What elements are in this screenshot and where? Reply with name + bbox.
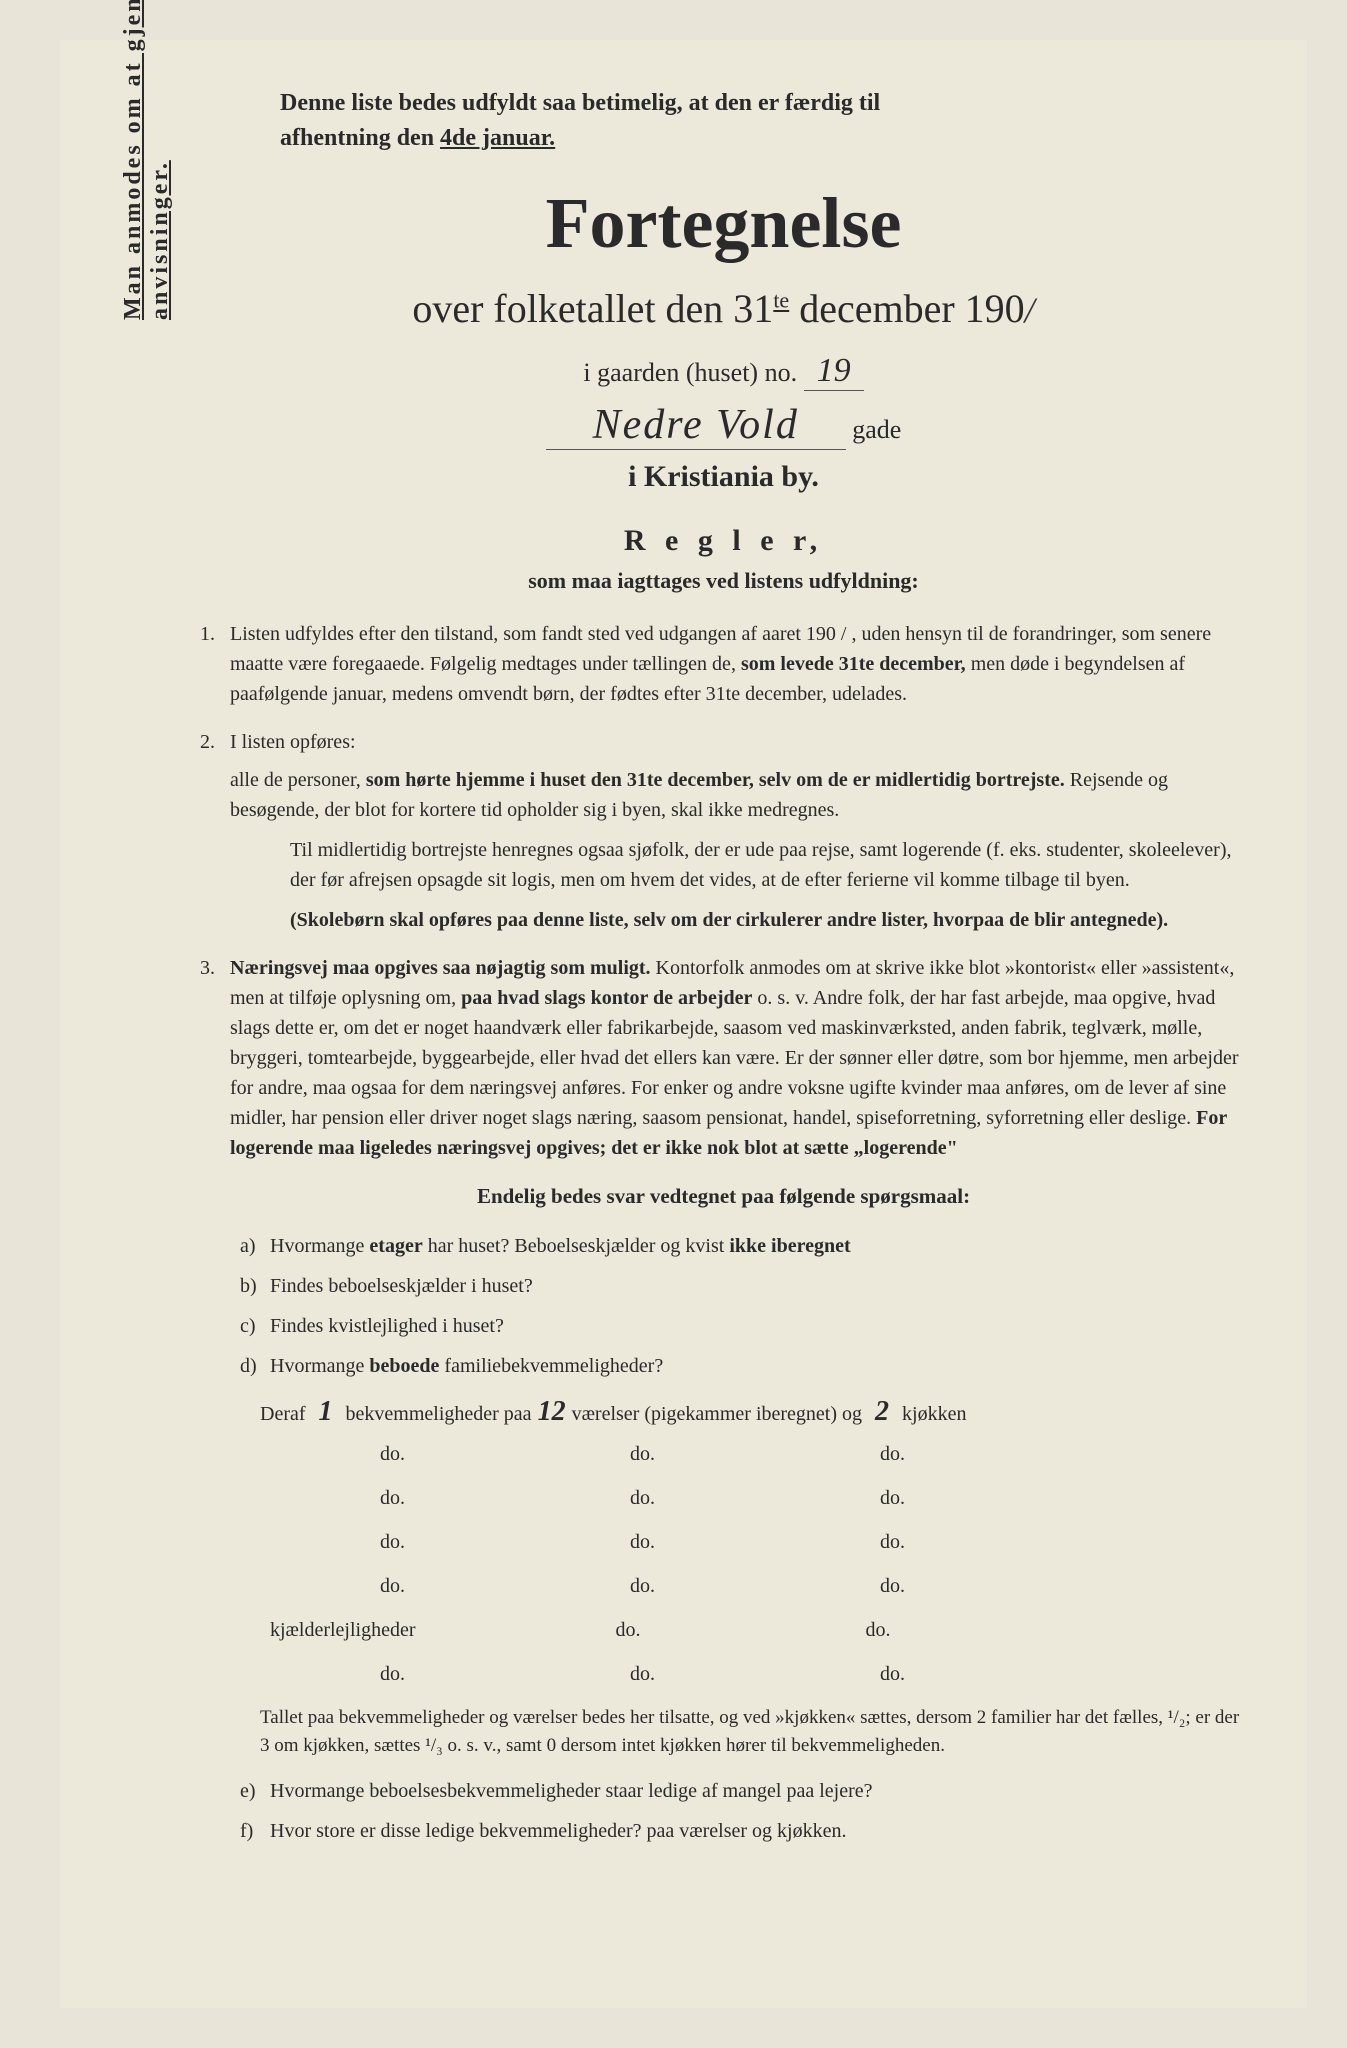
qc-letter: c): [240, 1311, 270, 1341]
deraf-value-3: 2: [867, 1391, 897, 1433]
subtitle: over folketallet den 31te december 190/: [200, 285, 1247, 332]
ditto-table: do.do.do. do.do.do. do.do.do. do.do.do. …: [380, 1439, 1247, 1689]
street-name-handwritten: Nedre Vold: [546, 401, 846, 450]
subtitle-ordinal: te: [773, 288, 789, 313]
do-row-1: do.do.do.: [380, 1439, 1247, 1469]
qc-text: Findes kvistlejlighed i huset?: [270, 1315, 504, 1337]
deraf-mid2: værelser (pigekammer iberegnet) og: [572, 1403, 867, 1425]
house-number-handwritten: 19: [804, 352, 864, 391]
rule-1: 1. Listen udfyldes efter den tilstand, s…: [200, 619, 1247, 709]
deraf-value-2: 12: [537, 1391, 567, 1433]
qb-text: Findes beboelseskjælder i huset?: [270, 1275, 533, 1297]
rule-2: 2. I listen opføres: alle de personer, s…: [200, 727, 1247, 935]
deraf-row: Deraf 1 bekvemmeligheder paa 12 værelser…: [260, 1391, 1247, 1433]
qf-letter: f): [240, 1816, 270, 1846]
year-handwritten: /: [1025, 290, 1035, 330]
question-d: d)Hvormange beboede familiebekvemmelighe…: [240, 1351, 1247, 1381]
do-row-6: do.do.do.: [380, 1659, 1247, 1689]
rule-1-number: 1.: [200, 619, 215, 649]
rules-heading: R e g l e r,: [200, 524, 1247, 558]
question-f: f)Hvor store er disse ledige bekvemmelig…: [240, 1816, 1247, 1846]
qd-letter: d): [240, 1351, 270, 1381]
deraf-end: kjøkken: [902, 1403, 966, 1425]
qa-text-a: Hvormange: [270, 1235, 369, 1257]
qd-text-b: familiebekvemmeligheder?: [439, 1355, 663, 1377]
rule-2-text-a: alle de personer,: [230, 769, 366, 791]
house-number-line: i gaarden (huset) no. 19: [200, 352, 1247, 391]
question-a: a)Hvormange etager har huset? Beboelsesk…: [240, 1231, 1247, 1261]
question-list: a)Hvormange etager har huset? Beboelsesk…: [200, 1231, 1247, 1381]
rule-2-intro: I listen opføres:: [230, 731, 356, 753]
question-b: b)Findes beboelseskjælder i huset?: [240, 1271, 1247, 1301]
qe-letter: e): [240, 1776, 270, 1806]
street-line: Nedre Vold gade: [200, 401, 1247, 450]
do-row-4: do.do.do.: [380, 1571, 1247, 1601]
gaard-label: i gaarden (huset) no.: [583, 358, 797, 387]
rule-3-bold2: paa hvad slags kontor de arbejder: [461, 987, 752, 1009]
top-instruction-line2: afhentning den 4de januar.: [200, 125, 1247, 152]
rule-3: 3. Næringsvej maa opgives saa nøjagtig s…: [200, 953, 1247, 1163]
do-row-kj: kjælderlejlighederdo.do.: [380, 1615, 1247, 1645]
subtitle-suffix: december 190: [789, 286, 1024, 331]
street-suffix: gade: [852, 415, 901, 444]
rule-3-bold1: Næringsvej maa opgives saa nøjagtig som …: [230, 957, 651, 979]
question-c: c)Findes kvistlejlighed i huset?: [240, 1311, 1247, 1341]
qa-text-b: har huset? Beboelseskjælder og kvist: [423, 1235, 730, 1257]
city-line: i Kristiania by.: [200, 460, 1247, 494]
question-list-2: e)Hvormange beboelsesbekvemmeligheder st…: [200, 1776, 1247, 1846]
rule-2-para3: (Skolebørn skal opføres paa denne liste,…: [230, 905, 1247, 935]
deraf-label: Deraf: [260, 1403, 306, 1425]
rule-2-bold: som hørte hjemme i huset den 31te decemb…: [366, 769, 1065, 791]
main-title: Fortegnelse: [200, 182, 1247, 265]
qd-text-a: Hvormange: [270, 1355, 369, 1377]
qa-bold: etager: [369, 1235, 422, 1257]
rule-1-bold: som levede 31te december,: [741, 653, 966, 675]
qd-bold: beboede: [369, 1355, 439, 1377]
rule-3-number: 3.: [200, 953, 215, 983]
qe-text: Hvormange beboelsesbekvemmeligheder staa…: [270, 1780, 873, 1802]
qa-letter: a): [240, 1231, 270, 1261]
deraf-mid1: bekvemmeligheder paa: [346, 1403, 532, 1425]
rules-subheading: som maa iagttages ved listens udfyldning…: [200, 568, 1247, 594]
vertical-margin-note: Man anmodes om at gjennemlæse og nøje at…: [120, 0, 174, 320]
top-note-date: 4de januar.: [440, 125, 555, 151]
rule-2-number: 2.: [200, 727, 215, 757]
endelig-heading: Endelig bedes svar vedtegnet paa følgend…: [200, 1181, 1247, 1213]
document-page: Man anmodes om at gjennemlæse og nøje at…: [60, 40, 1307, 2008]
top-note-prefix: afhentning den: [280, 125, 440, 151]
top-instruction-line1: Denne liste bedes udfyldt saa betimelig,…: [200, 90, 1247, 117]
deraf-value-1: 1: [311, 1391, 341, 1433]
do-row-3: do.do.do.: [380, 1527, 1247, 1557]
question-e: e)Hvormange beboelsesbekvemmeligheder st…: [240, 1776, 1247, 1806]
do-row-2: do.do.do.: [380, 1483, 1247, 1513]
rules-body: 1. Listen udfyldes efter den tilstand, s…: [200, 619, 1247, 1846]
qb-letter: b): [240, 1271, 270, 1301]
subtitle-prefix: over folketallet den 31: [412, 286, 773, 331]
qf-text: Hvor store er disse ledige bekvemmelighe…: [270, 1820, 846, 1842]
tally-note: Tallet paa bekvemmeligheder og værelser …: [200, 1704, 1247, 1761]
rule-2-para2: Til midlertidig bortrejste henregnes ogs…: [230, 835, 1247, 895]
qa-bold2: ikke iberegnet: [729, 1235, 850, 1257]
